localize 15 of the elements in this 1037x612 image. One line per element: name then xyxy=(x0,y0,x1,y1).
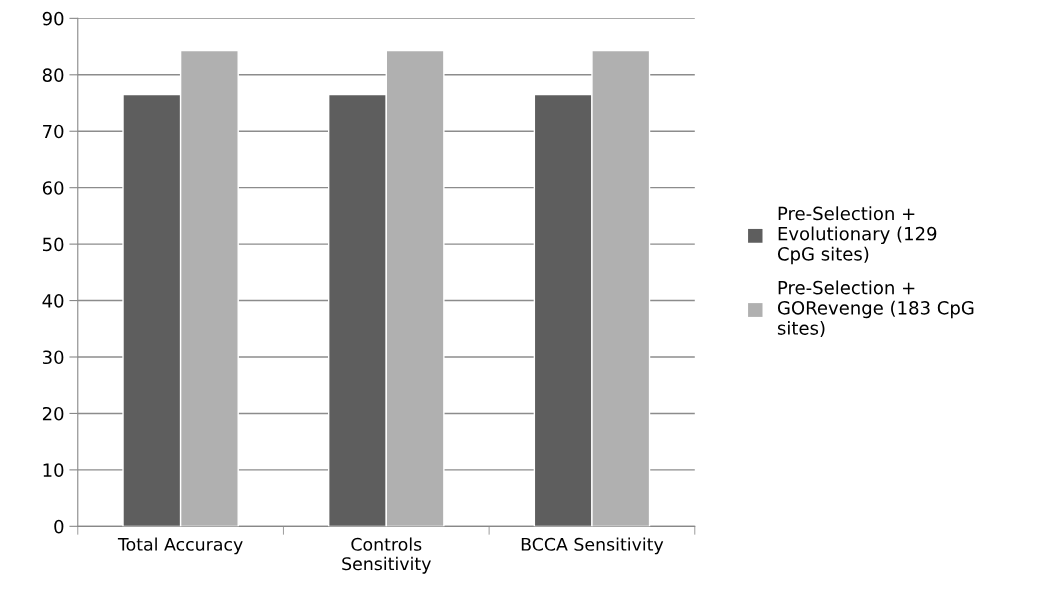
x-tick-label: Controls Sensitivity xyxy=(342,537,431,574)
legend-label: Pre-Selection + Evolutionary (129 CpG sites) xyxy=(777,206,937,265)
y-tick-label: 70 xyxy=(43,124,64,139)
y-tick-label: 30 xyxy=(42,350,64,365)
x-tick-label: Total Accuracy xyxy=(117,537,243,555)
y-tick-label: 0 xyxy=(54,519,64,534)
x-tick-label: BCCA Sensitivity xyxy=(521,537,664,555)
y-tick-label: 80 xyxy=(42,68,64,82)
y-tick-label: 60 xyxy=(42,181,64,195)
y-tick-label: 50 xyxy=(43,237,64,252)
legend-label: Pre-Selection + GORevenge (183 CpG sites) xyxy=(777,280,974,337)
y-tick-label: 20 xyxy=(42,406,64,421)
y-tick-label: 40 xyxy=(42,294,64,308)
y-tick-label: 10 xyxy=(43,463,64,477)
y-tick-label: 90 xyxy=(42,11,64,26)
